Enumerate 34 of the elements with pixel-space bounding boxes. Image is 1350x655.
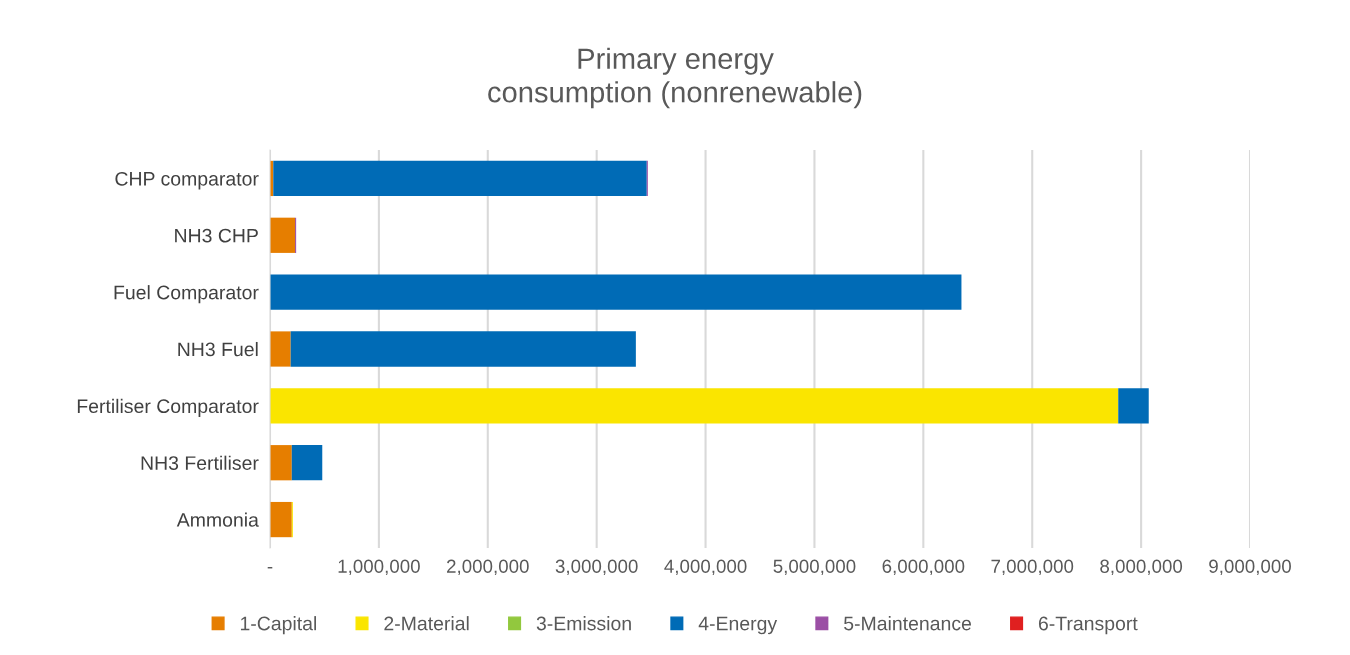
- y-tick-label: NH3 CHP: [175, 228, 258, 243]
- y-tick-label: Fuel Comparator: [114, 285, 259, 304]
- x-tick-label: -: [267, 566, 273, 569]
- bar: [291, 445, 323, 481]
- bar: [1118, 388, 1149, 424]
- x-tick-label: 7,000,000: [991, 559, 1074, 576]
- legend-label: 3-Emission: [536, 616, 631, 631]
- legend-label: 1-Capital: [240, 616, 317, 635]
- legend-label: 5-Maintenance: [844, 616, 972, 631]
- x-tick-label: 6,000,000: [882, 559, 965, 576]
- legend-label: 6-Transport: [1038, 616, 1138, 635]
- y-tick-label: CHP comparator: [115, 171, 259, 190]
- bar: [270, 217, 296, 253]
- x-tick-label: 2,000,000: [447, 559, 529, 576]
- bar: [270, 388, 1119, 424]
- x-tick-label: 1,000,000: [338, 559, 420, 576]
- bar: [270, 274, 962, 310]
- x-tick-label: 3,000,000: [555, 559, 638, 576]
- legend-label: 4-Energy: [698, 616, 778, 635]
- bar: [270, 501, 292, 538]
- y-tick-label: Ammonia: [176, 512, 259, 527]
- x-tick-label: 8,000,000: [1100, 559, 1183, 576]
- bar: [273, 160, 647, 197]
- legend-label: 2-Material: [384, 616, 469, 631]
- y-tick-label: Fertiliser Comparator: [77, 398, 259, 417]
- bar: [290, 331, 636, 367]
- y-tick-label: NH3 Fertiliser: [141, 455, 259, 470]
- x-tick-label: 9,000,000: [1209, 559, 1291, 576]
- chart-title: Primary energy consumption (nonrenewable): [488, 47, 862, 109]
- x-tick-label: 5,000,000: [773, 559, 856, 576]
- x-tick-label: 4,000,000: [664, 559, 747, 576]
- bar: [270, 445, 292, 481]
- bar: [270, 331, 291, 367]
- y-tick-label: NH3 Fuel: [178, 341, 258, 357]
